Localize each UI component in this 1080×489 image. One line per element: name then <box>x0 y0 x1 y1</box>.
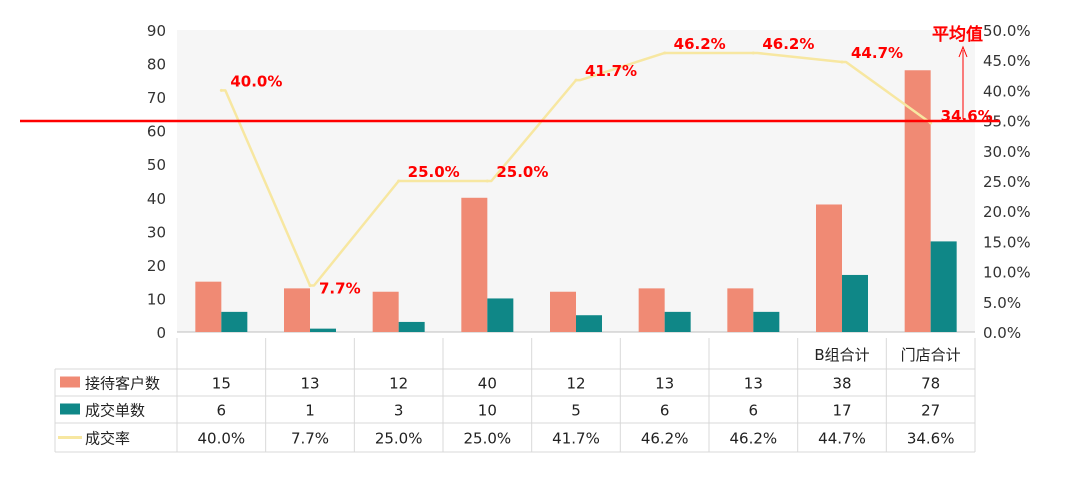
legend-label-visitors: 接待客户数 <box>85 375 160 393</box>
left-tick-label: 70 <box>147 89 166 107</box>
right-axis-ticks: 0.0% 5.0% 10.0% 15.0% 20.0% 25.0% 30.0% 35.0% 40… <box>983 22 1031 342</box>
left-axis-ticks: 0 10 20 30 40 50 60 70 80 90 <box>147 22 166 342</box>
table-cell-visitors: 13 <box>655 375 674 393</box>
rate-data-label: 34.6% <box>941 107 993 125</box>
right-tick-label: 35.0% <box>983 113 1031 131</box>
rate-data-label: 44.7% <box>851 44 903 62</box>
left-tick-label: 20 <box>147 257 166 275</box>
right-tick-label: 45.0% <box>983 52 1031 70</box>
left-tick-label: 90 <box>147 22 166 40</box>
table-cell-deals: 6 <box>217 402 227 420</box>
rate-point <box>840 60 844 64</box>
bar-visitors <box>195 281 222 332</box>
right-tick-label: 40.0% <box>983 82 1031 100</box>
bar-deals <box>221 311 248 332</box>
table-cell-rate: 44.7% <box>818 430 866 448</box>
average-reference: 平均值 <box>20 24 1000 123</box>
right-tick-label: 5.0% <box>983 294 1021 312</box>
table-cell-deals: 6 <box>749 402 759 420</box>
bar-deals <box>310 328 336 332</box>
bar-visitors <box>816 204 842 332</box>
right-tick-label: 50.0% <box>983 22 1031 40</box>
bar-deals <box>398 321 425 332</box>
table-cell-deals: 17 <box>832 402 851 420</box>
bar-visitors <box>904 70 931 333</box>
rate-data-label: 7.7% <box>319 279 361 297</box>
bar-visitors <box>550 291 576 332</box>
table-cell-rate: 7.7% <box>291 430 329 448</box>
table-cell-rate: 40.0% <box>198 430 246 448</box>
rate-point <box>485 179 489 183</box>
rate-data-label: 41.7% <box>585 62 637 80</box>
left-tick-label: 10 <box>147 290 166 308</box>
rate-point <box>397 179 401 183</box>
rate-point <box>574 78 578 82</box>
bar-deals <box>842 274 868 332</box>
right-tick-label: 0.0% <box>983 324 1021 342</box>
rate-point <box>219 88 223 92</box>
left-tick-label: 30 <box>147 223 166 241</box>
table-cell-rate: 41.7% <box>552 430 600 448</box>
right-tick-label: 20.0% <box>983 203 1031 221</box>
bar-visitors <box>284 288 310 332</box>
table-cell-deals: 27 <box>921 402 940 420</box>
rate-point <box>751 51 755 55</box>
left-tick-label: 80 <box>147 56 166 74</box>
category-label: B组合计 <box>814 346 869 364</box>
legend-key-visitors <box>60 376 80 388</box>
table-cell-deals: 10 <box>478 402 497 420</box>
rate-data-label: 40.0% <box>230 72 282 90</box>
bar-deals <box>930 241 957 332</box>
table-cell-visitors: 12 <box>389 375 408 393</box>
average-label: 平均值 <box>932 24 983 45</box>
bar-visitors <box>461 197 488 332</box>
table-cell-rate: 34.6% <box>907 430 955 448</box>
table-cell-visitors: 13 <box>744 375 763 393</box>
table-cell-rate: 46.2% <box>641 430 689 448</box>
bar-deals <box>576 315 602 332</box>
legend-key-deals <box>60 403 80 415</box>
table-cell-visitors: 38 <box>832 375 851 393</box>
bar-visitors <box>727 288 754 332</box>
table-cell-deals: 1 <box>305 402 315 420</box>
table-cell-visitors: 40 <box>478 375 497 393</box>
right-tick-label: 10.0% <box>983 264 1031 282</box>
table-cell-visitors: 78 <box>921 375 940 393</box>
table-cell-visitors: 15 <box>212 375 231 393</box>
right-tick-label: 15.0% <box>983 233 1031 251</box>
rate-data-label: 25.0% <box>408 163 460 181</box>
right-tick-label: 30.0% <box>983 143 1031 161</box>
legend-label-rate: 成交率 <box>85 430 130 448</box>
legend-label-deals: 成交单数 <box>85 402 145 420</box>
table-cell-visitors: 12 <box>566 375 585 393</box>
bar-visitors <box>638 288 665 332</box>
right-tick-label: 25.0% <box>983 173 1031 191</box>
table-cell-deals: 3 <box>394 402 404 420</box>
rate-data-label: 46.2% <box>762 35 814 53</box>
table-cell-visitors: 13 <box>300 375 319 393</box>
rate-data-label: 46.2% <box>674 35 726 53</box>
bar-deals <box>664 311 691 332</box>
average-arrow-head <box>958 45 968 58</box>
rate-data-label: 25.0% <box>496 163 548 181</box>
table-cell-deals: 6 <box>660 402 670 420</box>
left-tick-label: 0 <box>156 324 166 342</box>
table-cell-rate: 25.0% <box>464 430 512 448</box>
bar-deals <box>753 311 780 332</box>
bar-deals <box>487 298 514 332</box>
left-tick-label: 50 <box>147 156 166 174</box>
rate-point <box>308 283 312 287</box>
left-tick-label: 60 <box>147 123 166 141</box>
category-label: 门店合计 <box>901 346 961 364</box>
left-tick-label: 40 <box>147 190 166 208</box>
table-cell-rate: 46.2% <box>730 430 778 448</box>
bar-visitors <box>372 291 399 332</box>
table-cell-deals: 5 <box>571 402 581 420</box>
rate-point <box>663 51 667 55</box>
table-cell-rate: 25.0% <box>375 430 423 448</box>
